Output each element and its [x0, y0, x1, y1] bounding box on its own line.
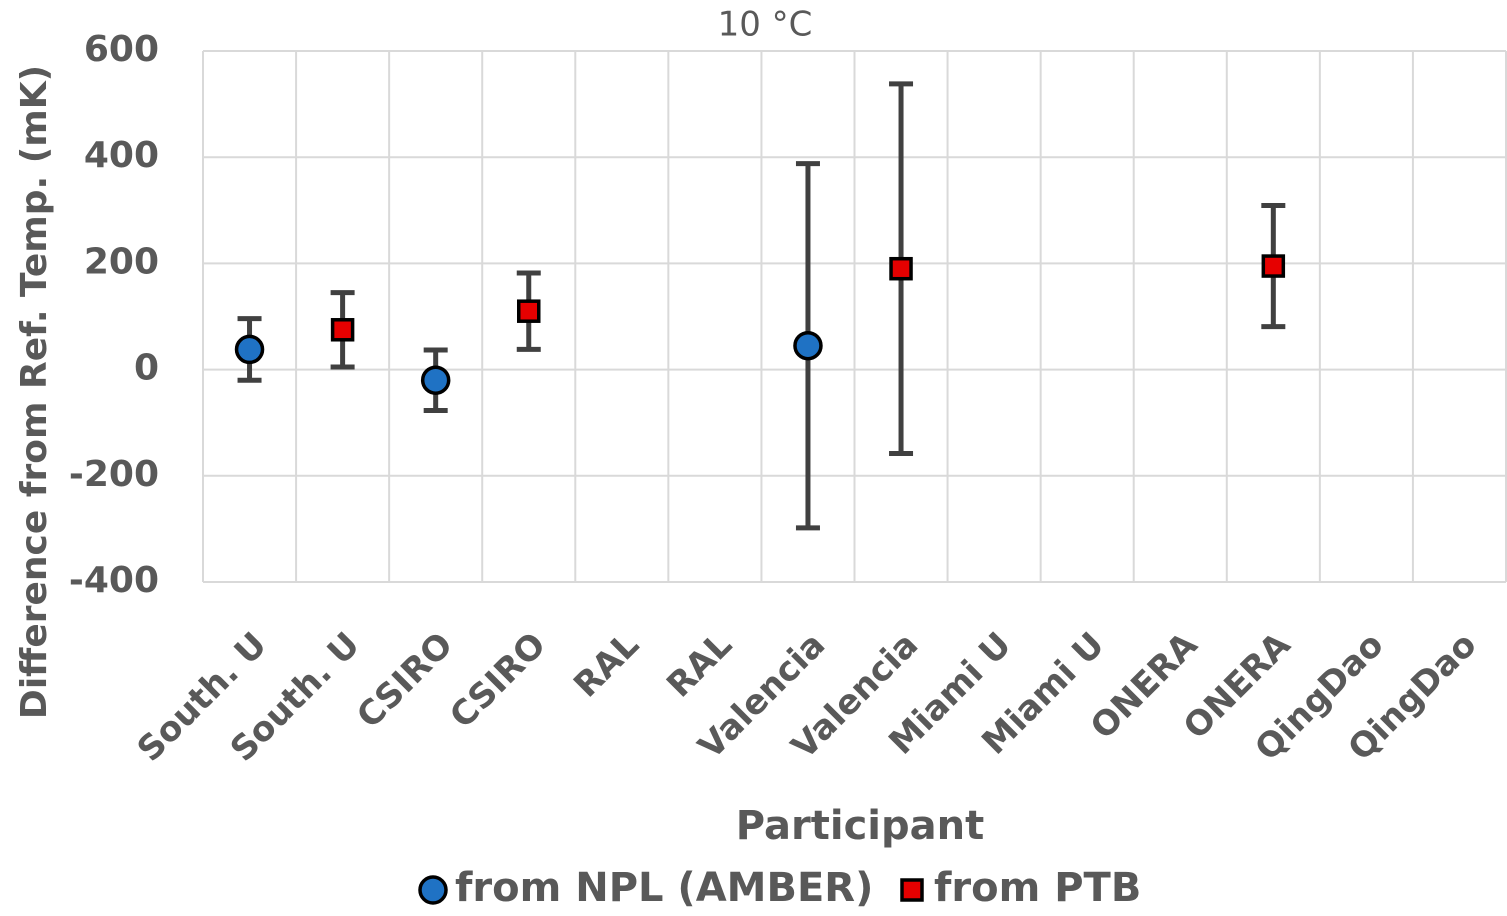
- x-tick-label: CSIRO: [349, 625, 461, 737]
- legend-marker: [900, 878, 924, 902]
- y-axis-title: Difference from Ref. Temp. (mK): [14, 65, 55, 719]
- data-point: [420, 365, 451, 395]
- x-tick-label: CSIRO: [442, 625, 554, 737]
- data-point: [330, 318, 355, 342]
- y-tick-label: 600: [84, 29, 159, 70]
- x-tick-label: RAL: [659, 625, 740, 706]
- x-axis-title: Participant: [736, 803, 984, 849]
- y-tick-label: 200: [84, 241, 159, 282]
- y-tick-label: -200: [69, 454, 159, 495]
- legend-marker: [418, 875, 448, 905]
- data-point: [517, 299, 541, 323]
- y-tick-label: -400: [69, 560, 159, 601]
- y-tick-label: 0: [134, 348, 159, 389]
- data-point: [1261, 254, 1286, 278]
- data-point: [793, 330, 823, 361]
- y-tick-label: 400: [84, 135, 159, 176]
- data-point: [234, 334, 265, 365]
- chart-title: 10 °C: [718, 5, 813, 45]
- x-tick-label: RAL: [566, 625, 647, 706]
- legend-label: from NPL (AMBER): [455, 865, 873, 911]
- data-point: [889, 256, 913, 281]
- legend-label: from PTB: [934, 865, 1141, 911]
